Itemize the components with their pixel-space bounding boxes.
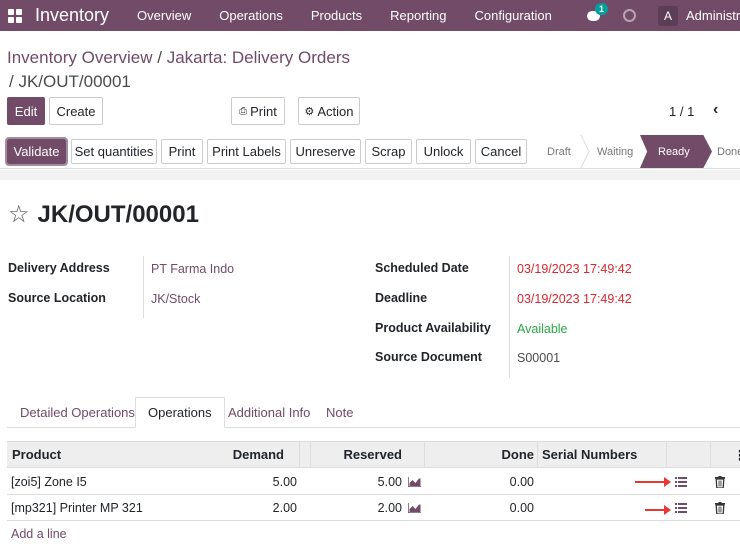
row-demand[interactable]: 2.00 bbox=[272, 501, 297, 515]
pager-value[interactable]: 1 / 1 bbox=[669, 104, 695, 119]
column-separator bbox=[310, 442, 311, 468]
unlock-button[interactable]: Unlock bbox=[416, 139, 471, 164]
field-divider bbox=[509, 256, 510, 378]
activity-clock-icon[interactable] bbox=[623, 9, 636, 22]
row-done[interactable]: 0.00 bbox=[509, 501, 534, 515]
trash-icon[interactable] bbox=[715, 502, 725, 514]
deadline-value[interactable]: 03/19/2023 17:49:42 bbox=[517, 292, 632, 306]
column-separator bbox=[299, 442, 300, 468]
detailed-operations-list-icon[interactable] bbox=[675, 503, 687, 513]
tab-note[interactable]: Note bbox=[326, 405, 354, 420]
table-row[interactable]: [mp321] Printer MP 321 2.00 2.00 0.00 bbox=[7, 495, 740, 521]
table-row[interactable]: [zoi5] Zone I5 5.00 5.00 0.00 bbox=[7, 469, 740, 495]
source-document-value[interactable]: S00001 bbox=[517, 351, 561, 365]
row-product[interactable]: [mp321] Printer MP 321 bbox=[11, 501, 143, 515]
source-location-label: Source Location bbox=[8, 291, 106, 305]
stage-ready[interactable]: Ready bbox=[640, 135, 712, 168]
apps-menu-icon[interactable] bbox=[8, 8, 22, 23]
row-demand[interactable]: 5.00 bbox=[272, 475, 297, 489]
sheet-background bbox=[0, 170, 740, 180]
chat-icon[interactable]: 1 bbox=[587, 2, 609, 23]
table-header: Product Demand Reserved Done Serial Numb… bbox=[7, 441, 740, 468]
nav-overview[interactable]: Overview bbox=[137, 8, 192, 23]
column-separator bbox=[424, 442, 425, 468]
print-icon: ⎙ bbox=[239, 105, 248, 117]
stage-draft[interactable]: Draft bbox=[547, 145, 571, 158]
detailed-operations-list-icon[interactable] bbox=[675, 477, 687, 487]
notebook-tabs: Detailed Operations Operations Additiona… bbox=[7, 397, 740, 428]
stage-chevron bbox=[580, 135, 590, 168]
forecast-chart-icon[interactable] bbox=[408, 503, 421, 513]
chevron-left-icon[interactable]: ‹ bbox=[713, 101, 719, 118]
gear-icon: ⚙ bbox=[304, 105, 315, 118]
column-separator bbox=[710, 442, 711, 468]
unreserve-button[interactable]: Unreserve bbox=[290, 139, 361, 164]
product-availability-value: Available bbox=[517, 322, 568, 336]
breadcrumb: Inventory Overview / Jakarta: Delivery O… bbox=[7, 46, 350, 94]
tab-operations[interactable]: Operations bbox=[135, 397, 225, 428]
top-navbar: Inventory Overview Operations Products R… bbox=[0, 0, 740, 31]
field-divider bbox=[143, 256, 144, 318]
delivery-address-label: Delivery Address bbox=[8, 261, 110, 275]
set-quantities-button[interactable]: Set quantities bbox=[71, 139, 157, 164]
source-location-value[interactable]: JK/Stock bbox=[151, 292, 201, 306]
record-title: ☆ JK/OUT/00001 bbox=[8, 200, 199, 229]
star-icon[interactable]: ☆ bbox=[8, 201, 30, 228]
column-serial-numbers[interactable]: Serial Numbers bbox=[542, 447, 638, 462]
statusbar: Validate Set quantities Print Print Labe… bbox=[0, 135, 740, 169]
user-name[interactable]: Administrator bbox=[686, 8, 740, 23]
tab-additional-info[interactable]: Additional Info bbox=[228, 405, 311, 420]
row-product[interactable]: [zoi5] Zone I5 bbox=[11, 475, 87, 489]
validate-button[interactable]: Validate bbox=[5, 137, 68, 166]
forecast-chart-icon[interactable] bbox=[408, 477, 421, 487]
breadcrumb-delivery-orders[interactable]: Jakarta: Delivery Orders bbox=[166, 48, 350, 67]
delivery-address-value[interactable]: PT Farma Indo bbox=[151, 262, 235, 276]
create-button[interactable]: Create bbox=[49, 97, 103, 125]
nav-products[interactable]: Products bbox=[310, 8, 363, 23]
breadcrumb-inventory-overview[interactable]: Inventory Overview bbox=[7, 48, 153, 67]
row-done[interactable]: 0.00 bbox=[509, 475, 534, 489]
column-separator bbox=[666, 442, 667, 468]
scheduled-date-label: Scheduled Date bbox=[375, 261, 469, 275]
stage-done[interactable]: Done bbox=[717, 145, 740, 158]
print-button[interactable]: Print bbox=[161, 139, 203, 164]
action-dropdown-button[interactable]: ⚙ Action bbox=[298, 97, 360, 125]
avatar[interactable]: A bbox=[658, 5, 678, 26]
scheduled-date-value[interactable]: 03/19/2023 17:49:42 bbox=[517, 262, 632, 276]
column-product[interactable]: Product bbox=[12, 447, 62, 462]
row-reserved: 5.00 bbox=[377, 475, 402, 489]
column-demand[interactable]: Demand bbox=[232, 447, 284, 462]
optional-columns-icon[interactable]: ⋮ bbox=[733, 447, 740, 463]
deadline-label: Deadline bbox=[375, 291, 428, 305]
scrap-button[interactable]: Scrap bbox=[365, 139, 412, 164]
annotation-arrow bbox=[635, 477, 671, 487]
breadcrumb-current: / JK/OUT/00001 bbox=[9, 72, 131, 91]
column-done[interactable]: Done bbox=[501, 447, 535, 462]
trash-icon[interactable] bbox=[715, 476, 725, 488]
print-dropdown-button[interactable]: ⎙ Print bbox=[231, 97, 285, 125]
app-title[interactable]: Inventory bbox=[35, 5, 110, 25]
column-separator bbox=[537, 442, 538, 468]
add-a-line-link[interactable]: Add a line bbox=[11, 527, 67, 541]
product-availability-label: Product Availability bbox=[375, 321, 491, 335]
nav-configuration[interactable]: Configuration bbox=[474, 8, 552, 23]
row-reserved: 2.00 bbox=[377, 501, 402, 515]
chat-badge: 1 bbox=[595, 2, 609, 15]
print-labels-button[interactable]: Print Labels bbox=[207, 139, 286, 164]
breadcrumb-separator: / bbox=[157, 48, 162, 67]
annotation-arrow bbox=[645, 505, 671, 515]
cancel-button[interactable]: Cancel bbox=[475, 139, 527, 164]
edit-button[interactable]: Edit bbox=[7, 97, 45, 125]
nav-operations[interactable]: Operations bbox=[219, 8, 283, 23]
print-label: Print bbox=[250, 103, 277, 119]
nav-reporting[interactable]: Reporting bbox=[390, 8, 447, 23]
record-name: JK/OUT/00001 bbox=[37, 200, 199, 228]
stage-waiting[interactable]: Waiting bbox=[597, 145, 634, 158]
column-reserved[interactable]: Reserved bbox=[343, 447, 402, 462]
source-document-label: Source Document bbox=[375, 350, 482, 364]
action-label: Action bbox=[317, 103, 354, 119]
tab-detailed-operations[interactable]: Detailed Operations bbox=[20, 405, 135, 420]
